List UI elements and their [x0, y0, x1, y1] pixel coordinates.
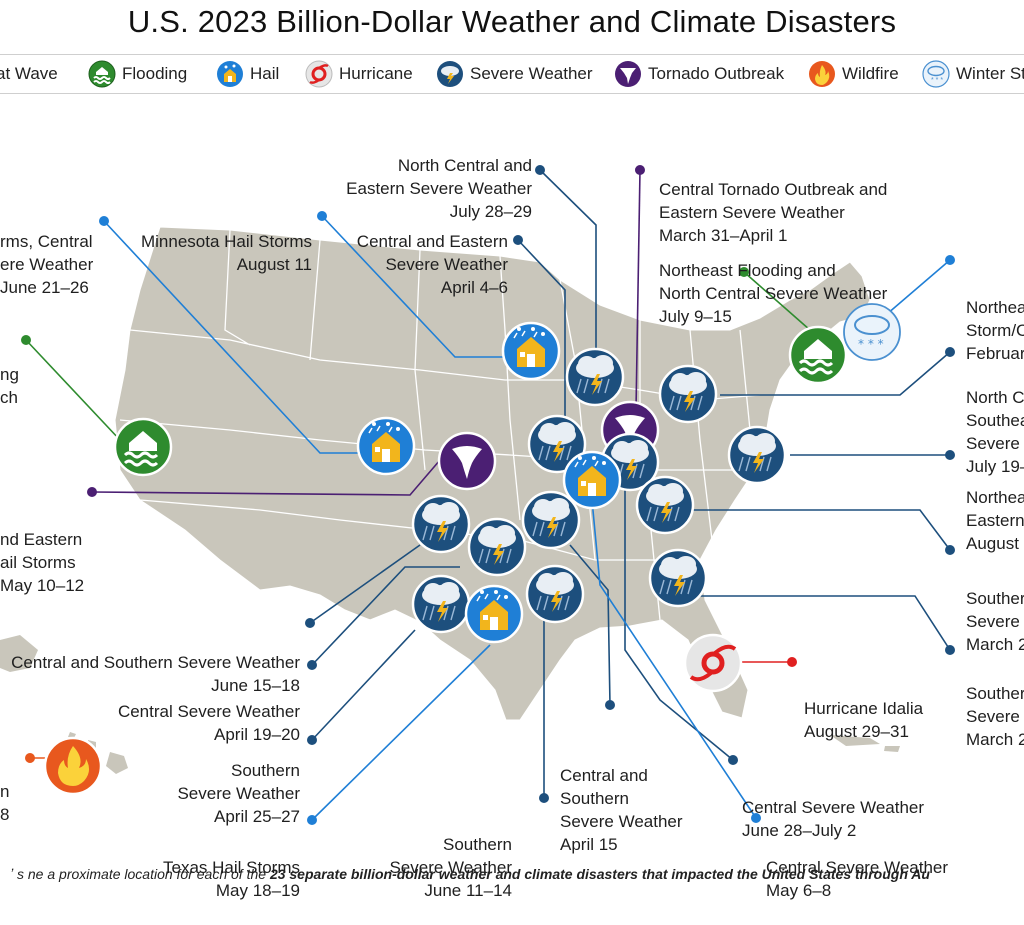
legend-label: Hail [250, 64, 280, 83]
leader-central-april-19 [311, 566, 460, 666]
event-label-central-southern-june: Central and Southern Severe Weather June … [11, 653, 300, 695]
footnote-bold: 23 separate billion-dollar weather and c… [269, 866, 930, 882]
event-label-northeast-flooding: Northeast Flooding and North Central Seve… [659, 261, 888, 326]
event-label-northeast-winter-storm: Northea Storm/C Februar [966, 298, 1024, 363]
leader-central-southern-june [309, 544, 421, 624]
footnote: ʼ s ne a proximate location for each of … [0, 866, 1024, 882]
event-label-central-southern-april-15: Central and Southern Severe Weather April 1… [560, 766, 683, 854]
leader-north-central-eastern [539, 169, 597, 350]
svg-text:* * *: * * * [931, 77, 943, 84]
legend-label: Winter St [956, 64, 1024, 83]
legend-item-tornado: Tornado Outbreak [614, 59, 784, 89]
leader-northeast-flooding [743, 271, 811, 331]
hail-icon [217, 61, 243, 87]
hail-icon [356, 416, 416, 476]
leader-california-flooding [25, 339, 121, 441]
event-label-southern-june-11: Southern Severe Weather June 11–14 [389, 835, 512, 900]
legend-label: Tornado Outbreak [648, 64, 785, 83]
severe-weather-icon [635, 475, 695, 535]
event-label-southern-april-25: Southern Severe Weather April 25–27 [177, 761, 300, 826]
leader-texas-hail [311, 644, 491, 821]
wildfire-icon [43, 736, 103, 796]
leader-southern-april-25 [311, 629, 416, 741]
leader-central-hail-june [103, 220, 360, 454]
event-label-central-hail-june: rms, Central ere Weather June 21–26 [0, 232, 94, 297]
severe-weather-icon [525, 564, 585, 624]
caribbean-islands [830, 735, 900, 752]
alaska-landmass [0, 635, 38, 672]
hail-icon [464, 584, 524, 644]
footnote-prefix: ʼ s ne a proximate location for each of … [10, 866, 270, 882]
leader-central-tornado-outbreak [635, 169, 641, 411]
event-label-southern-march-2: Souther Severe March 2 [966, 684, 1024, 749]
legend-label: Wildfire [842, 64, 899, 83]
legend-item-wildfire: Wildfire [808, 59, 899, 89]
severe-weather-icon [437, 61, 463, 87]
event-label-central-june-28: Central Severe Weather June 28–July 2 [742, 798, 925, 840]
event-label-central-eastern-hail-may: nd Eastern ail Storms May 10–12 [0, 530, 85, 595]
severe-weather-icon [727, 425, 787, 485]
legend-item-winter-storm: * * * Winter St [922, 59, 1024, 89]
event-label-minnesota-hail: Minnesota Hail Storms August 11 [140, 232, 312, 274]
hail-icon [501, 321, 561, 381]
hurricane-icon [685, 635, 741, 691]
severe-weather-icon [411, 574, 471, 634]
leader-central-may-6 [591, 499, 757, 819]
legend-item-heat-wave: at Wave [0, 59, 58, 89]
hurricane-icon [305, 60, 333, 88]
event-label-north-central-southeast: North C Southea Severe July 19– [966, 388, 1024, 476]
severe-weather-icon [467, 517, 527, 577]
leader-minnesota-hail [321, 215, 510, 358]
tornado-icon [615, 61, 641, 87]
leader-dots [21, 165, 955, 825]
legend-label: at Wave [0, 64, 58, 83]
wildfire-icon [809, 61, 835, 87]
leader-lines [25, 169, 951, 821]
map-title: U.S. 2023 Billion-Dollar Weather and Cli… [127, 4, 897, 39]
hail-icon [562, 450, 622, 510]
event-label-northeast-eastern: Northea Eastern August [966, 488, 1024, 553]
us-map: * * * [0, 165, 955, 825]
legend-item-hurricane: Hurricane [305, 59, 413, 89]
event-label-california-flooding: ng ch [0, 365, 19, 407]
flooding-icon [88, 60, 116, 88]
legend-label: Flooding [122, 64, 188, 83]
legend-item-hail: Hail [216, 59, 279, 89]
event-label-texas-hail: Texas Hail Storms May 18–19 [163, 858, 300, 900]
event-label-southern-march-1: Souther Severe March 2 [966, 589, 1024, 654]
leader-southern-march-2 [690, 595, 951, 651]
leader-central-eastern-hail-may [91, 459, 441, 496]
event-label-central-tornado-outbreak: Central Tornado Outbreak and Eastern Seve… [659, 180, 888, 245]
event-label-central-may-6: Central Severe Weather May 6–8 [766, 858, 949, 900]
winter-storm-icon: * * * [922, 60, 950, 88]
legend-item-flooding: Flooding [88, 59, 187, 89]
legend-label: Hurricane [339, 64, 413, 83]
legend-item-severe-weather: Severe Weather [436, 59, 593, 89]
hawaii-islands [68, 732, 128, 774]
leader-central-southern-april-15 [569, 544, 611, 706]
event-label-central-eastern-april: Central and Eastern Severe Weather April 4… [356, 232, 508, 297]
flooding-icon [113, 417, 173, 477]
severe-weather-icon [411, 494, 471, 554]
severe-weather-icon [658, 364, 718, 424]
legend: at Wave Flooding Hail Hurricane [0, 54, 1024, 94]
leader-northeast-winter [879, 259, 951, 321]
severe-weather-icon [521, 490, 581, 550]
severe-weather-icon [565, 347, 625, 407]
event-label-central-april-19: Central Severe Weather April 19–20 [117, 702, 300, 744]
tornado-icon [437, 431, 497, 491]
leader-southern-march-1 [690, 509, 951, 551]
severe-weather-icon [648, 548, 708, 608]
event-label-north-central-eastern: North Central and Eastern Severe Weather J… [346, 156, 532, 221]
leader-central-eastern-april [517, 239, 566, 420]
leader-north-central-southeast [720, 351, 951, 396]
event-label-hurricane-idalia: Hurricane Idalia August 29–31 [804, 699, 924, 741]
legend-label: Severe Weather [470, 64, 593, 83]
